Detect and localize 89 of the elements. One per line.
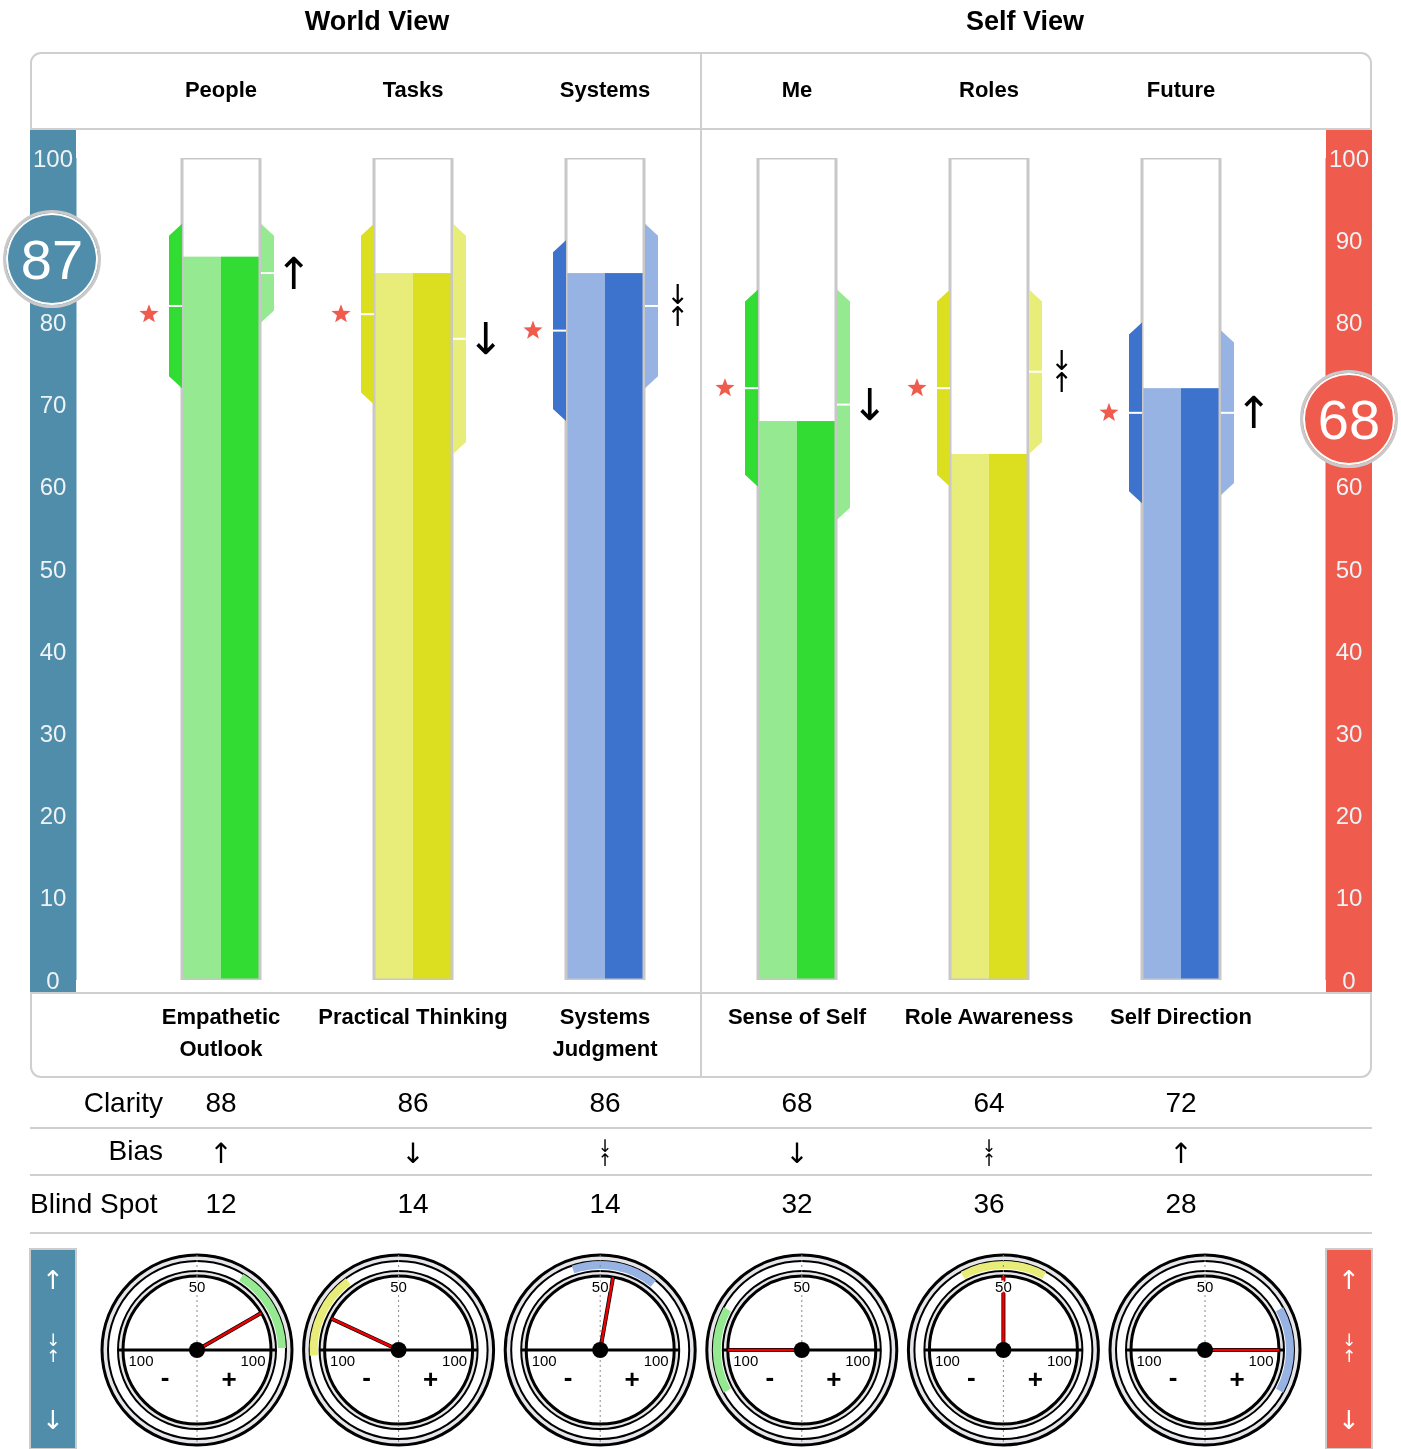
text: Me xyxy=(780,77,814,103)
text: 12 xyxy=(204,1188,238,1220)
text: Future xyxy=(1145,77,1217,103)
text: 14 xyxy=(588,1188,622,1220)
y2-tick-label: 30 xyxy=(1335,719,1363,747)
annotation: ↓↑ xyxy=(666,278,690,332)
annotation: ↓ xyxy=(851,379,889,431)
x-tick-label: Role Awareness xyxy=(903,1003,1075,1031)
annotation: ↓ xyxy=(467,313,505,365)
annotation: ↓↑ xyxy=(1050,344,1074,398)
y-tick-label: 30 xyxy=(39,719,67,747)
y-tick-label: 50 xyxy=(39,555,67,583)
bar xyxy=(182,256,260,980)
x-tick-label: Empathetic Outlook xyxy=(160,1003,282,1063)
text: Self View xyxy=(964,6,1086,37)
data-label: 86 xyxy=(588,1087,622,1119)
text: ↑ xyxy=(1169,1136,1193,1170)
x-tick-label: Self Direction xyxy=(1109,1003,1253,1031)
data-label: 64 xyxy=(972,1087,1006,1119)
y-tick-label: 80 xyxy=(39,308,67,336)
dial-icon: 50 100 100 - + xyxy=(1108,1253,1302,1447)
dial-icon: 50 100 100 - + xyxy=(503,1253,697,1447)
text: Blind Spot xyxy=(30,1188,158,1220)
dial-icon: 50 100 100 - + xyxy=(705,1253,899,1447)
y2-tick-label: 50 xyxy=(1335,555,1363,583)
point xyxy=(139,304,159,323)
x-tick-label: Systems Judgment xyxy=(551,1003,659,1063)
data-label: 86 xyxy=(396,1087,430,1119)
bar xyxy=(566,273,644,980)
text: ↓↑ xyxy=(597,1135,613,1170)
y2-tick-label: 10 xyxy=(1335,884,1363,912)
y2-tick-label: 80 xyxy=(1335,308,1363,336)
text: Tasks xyxy=(381,77,445,103)
y2-tick-label: 90 xyxy=(1335,226,1363,254)
x-tick-label: Practical Thinking xyxy=(318,1003,508,1031)
text: 28 xyxy=(1164,1188,1198,1220)
text: World View xyxy=(303,6,451,37)
bar xyxy=(1142,388,1220,980)
bar xyxy=(745,289,758,487)
annotation: ↑ xyxy=(1235,387,1273,439)
y2-tick-label: 100 xyxy=(1328,144,1370,172)
text: 32 xyxy=(780,1188,814,1220)
text: 87 xyxy=(3,210,101,308)
point xyxy=(331,304,351,323)
y-tick-label: 40 xyxy=(39,637,67,665)
y2-tick-label: 40 xyxy=(1335,637,1363,665)
data-label: 88 xyxy=(204,1087,238,1119)
text: People xyxy=(183,77,259,103)
bar xyxy=(453,223,466,454)
data-label: 72 xyxy=(1164,1087,1198,1119)
text: ↓↑ xyxy=(981,1135,997,1170)
bar xyxy=(758,421,836,980)
x-tick-label: Sense of Self xyxy=(726,1003,868,1031)
y-tick-label: 60 xyxy=(39,473,67,501)
text: ↓ xyxy=(785,1136,809,1170)
data-label: 68 xyxy=(780,1087,814,1119)
bar xyxy=(837,289,850,520)
y2-tick-label: 20 xyxy=(1335,802,1363,830)
y2-tick-label: 60 xyxy=(1335,473,1363,501)
dial-icon: 50 100 100 - + xyxy=(302,1253,496,1447)
arrows-icon: ↑ ↓↑ ↓ xyxy=(29,1248,77,1449)
point xyxy=(523,320,543,339)
y-tick-label: 0 xyxy=(46,966,60,994)
point xyxy=(715,378,735,397)
dial-icon: 50 100 100 - + xyxy=(100,1253,294,1447)
text: ↓ xyxy=(401,1136,425,1170)
text: Roles xyxy=(958,77,1020,103)
point xyxy=(1099,402,1119,421)
bar xyxy=(937,289,950,487)
text: Clarity xyxy=(82,1087,163,1119)
text: Bias xyxy=(107,1135,163,1167)
y-tick-label: 20 xyxy=(39,802,67,830)
text: ↑ xyxy=(209,1136,233,1170)
arrows-icon: ↑ ↓↑ ↓ xyxy=(1325,1248,1373,1449)
text: 14 xyxy=(396,1188,430,1220)
text: 36 xyxy=(972,1188,1006,1220)
bar xyxy=(950,453,1028,980)
bar xyxy=(553,240,566,422)
point xyxy=(907,378,927,397)
text: 68 xyxy=(1300,370,1398,468)
y-tick-label: 70 xyxy=(39,391,67,419)
y-tick-label: 10 xyxy=(39,884,67,912)
bar xyxy=(361,223,374,405)
text: Systems xyxy=(558,77,652,103)
bar xyxy=(1129,322,1142,504)
bar xyxy=(374,273,452,980)
annotation: ↑ xyxy=(275,247,313,299)
y-tick-label: 100 xyxy=(32,144,74,172)
y2-tick-label: 0 xyxy=(1342,966,1356,994)
